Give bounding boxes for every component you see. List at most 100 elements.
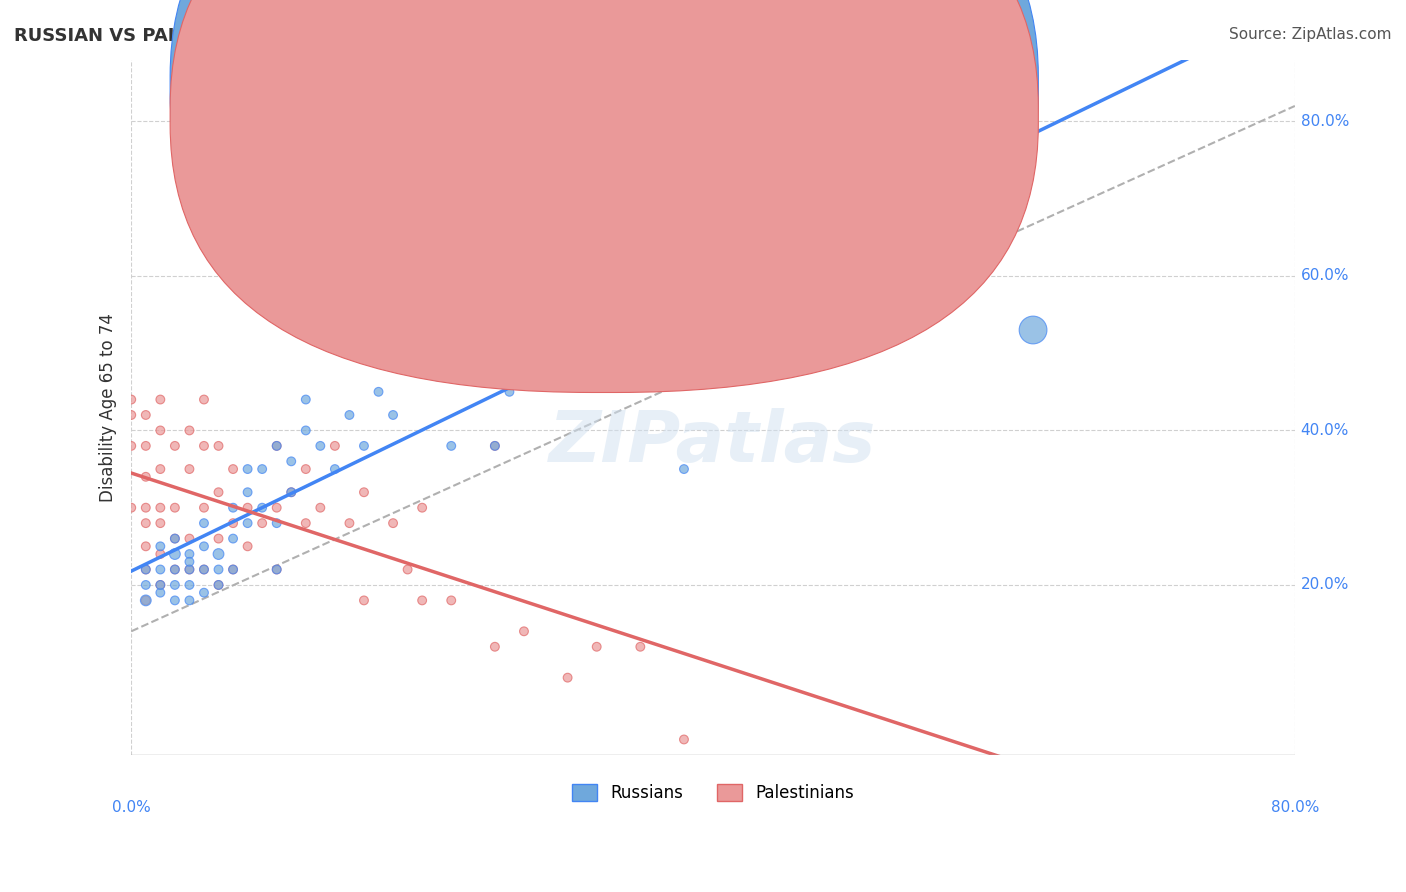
Point: [179, 562, 201, 576]
Point: [193, 562, 215, 576]
Point: [135, 500, 157, 515]
Point: [339, 516, 361, 530]
Point: [1022, 323, 1045, 337]
Point: [135, 593, 157, 607]
Point: [163, 547, 186, 561]
Point: [149, 578, 172, 592]
Point: [163, 593, 186, 607]
Point: [236, 253, 259, 268]
Point: [484, 640, 506, 654]
Point: [585, 640, 607, 654]
Text: RUSSIAN VS PALESTINIAN DISABILITY AGE 65 TO 74 CORRELATION CHART: RUSSIAN VS PALESTINIAN DISABILITY AGE 65…: [14, 27, 758, 45]
Point: [470, 300, 492, 314]
Point: [266, 439, 288, 453]
Point: [280, 485, 302, 500]
Point: [135, 516, 157, 530]
Point: [135, 562, 157, 576]
Point: [236, 539, 259, 553]
Point: [266, 562, 288, 576]
Point: [222, 562, 245, 576]
Point: [266, 500, 288, 515]
Point: [120, 408, 142, 422]
Point: [353, 593, 375, 607]
Point: [207, 578, 229, 592]
Point: [236, 462, 259, 476]
Point: [236, 516, 259, 530]
Point: [193, 500, 215, 515]
Point: [135, 439, 157, 453]
Point: [179, 578, 201, 592]
Point: [193, 516, 215, 530]
Text: ZIPatlas: ZIPatlas: [550, 408, 877, 476]
Point: [193, 562, 215, 576]
Point: [135, 470, 157, 484]
Point: [396, 562, 419, 576]
Point: [294, 462, 316, 476]
Point: [411, 593, 433, 607]
Point: [294, 516, 316, 530]
Point: [135, 408, 157, 422]
Point: [149, 547, 172, 561]
Point: [280, 485, 302, 500]
Point: [149, 500, 172, 515]
Point: [557, 671, 579, 685]
Point: [585, 300, 607, 314]
Point: [426, 369, 449, 384]
Point: [207, 578, 229, 592]
Point: [628, 640, 651, 654]
Text: R = 0.451  N = 64: R = 0.451 N = 64: [598, 73, 749, 91]
Point: [207, 562, 229, 576]
Text: 0.0%: 0.0%: [112, 800, 150, 815]
Point: [527, 292, 550, 306]
Point: [236, 485, 259, 500]
Point: [367, 384, 389, 399]
Point: [163, 532, 186, 546]
Legend: Russians, Palestinians: Russians, Palestinians: [565, 778, 860, 809]
Y-axis label: Disability Age 65 to 74: Disability Age 65 to 74: [100, 313, 117, 501]
Text: R = 0.240  N = 65: R = 0.240 N = 65: [598, 105, 749, 123]
Point: [411, 500, 433, 515]
Point: [135, 562, 157, 576]
Point: [120, 392, 142, 407]
Point: [236, 500, 259, 515]
Point: [266, 516, 288, 530]
Point: [294, 424, 316, 438]
Point: [294, 392, 316, 407]
Point: [498, 384, 520, 399]
Point: [222, 500, 245, 515]
Point: [207, 485, 229, 500]
Point: [309, 500, 332, 515]
Point: [163, 500, 186, 515]
Point: [149, 539, 172, 553]
Point: [775, 207, 797, 221]
Point: [628, 361, 651, 376]
Point: [454, 315, 477, 329]
Point: [179, 547, 201, 561]
Point: [323, 462, 346, 476]
Point: [266, 562, 288, 576]
Point: [309, 439, 332, 453]
Point: [149, 462, 172, 476]
Point: [149, 578, 172, 592]
Point: [207, 439, 229, 453]
Point: [513, 624, 536, 639]
Point: [250, 500, 273, 515]
Point: [149, 392, 172, 407]
Point: [731, 315, 754, 329]
Point: [149, 516, 172, 530]
Point: [163, 439, 186, 453]
Point: [179, 532, 201, 546]
Point: [149, 562, 172, 576]
Point: [411, 331, 433, 345]
Point: [193, 585, 215, 599]
Point: [382, 346, 405, 360]
Point: [163, 562, 186, 576]
Point: [266, 439, 288, 453]
Point: [411, 361, 433, 376]
Point: [163, 562, 186, 576]
Point: [120, 500, 142, 515]
Point: [193, 539, 215, 553]
Point: [672, 732, 695, 747]
Point: [382, 516, 405, 530]
Point: [179, 593, 201, 607]
